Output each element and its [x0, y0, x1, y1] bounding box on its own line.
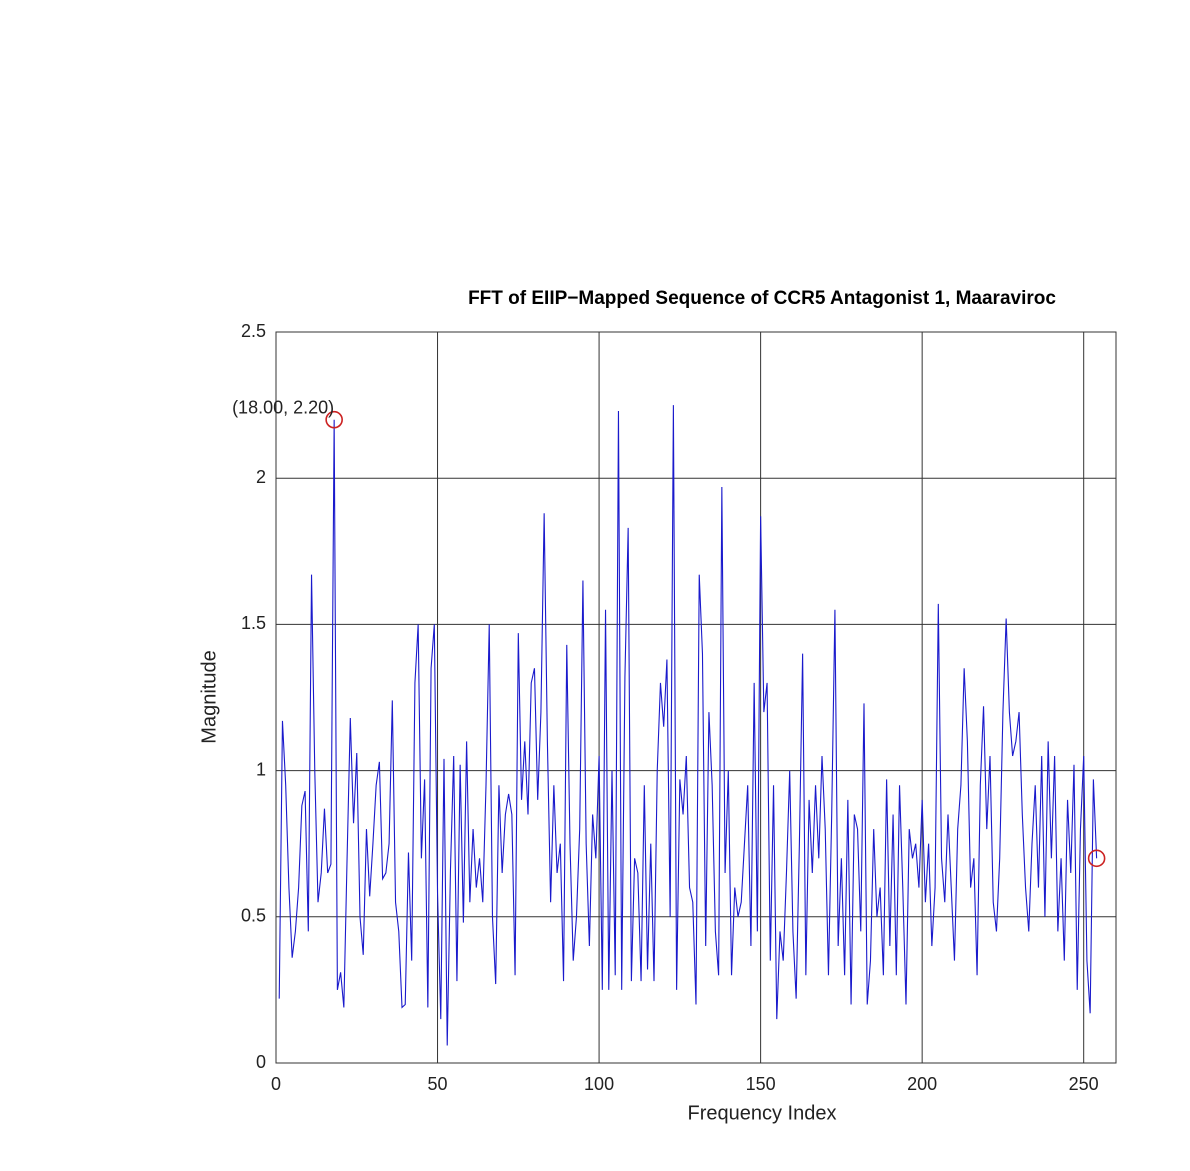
marker-label: (18.00, 2.20) [232, 397, 334, 417]
x-tick-label: 250 [1069, 1074, 1099, 1094]
y-tick-label: 0.5 [241, 906, 266, 926]
y-tick-label: 2.5 [241, 321, 266, 341]
y-tick-label: 2 [256, 467, 266, 487]
x-tick-label: 100 [584, 1074, 614, 1094]
x-tick-label: 50 [428, 1074, 448, 1094]
y-tick-label: 0 [256, 1052, 266, 1072]
y-tick-label: 1 [256, 759, 266, 779]
plot-frame [275, 331, 1117, 1064]
data-line [278, 405, 1098, 1046]
x-tick-label: 0 [271, 1074, 281, 1094]
chart-title: FFT of EIIP−Mapped Sequence of CCR5 Anta… [468, 288, 1056, 309]
x-tick-label: 150 [746, 1074, 776, 1094]
marker [325, 410, 343, 429]
x-tick-label: 200 [907, 1074, 937, 1094]
y-axis-label: Magnitude [198, 650, 220, 743]
marker [1087, 849, 1106, 868]
x-axis-label: Frequency Index [688, 1102, 837, 1124]
y-tick-label: 1.5 [241, 613, 266, 633]
